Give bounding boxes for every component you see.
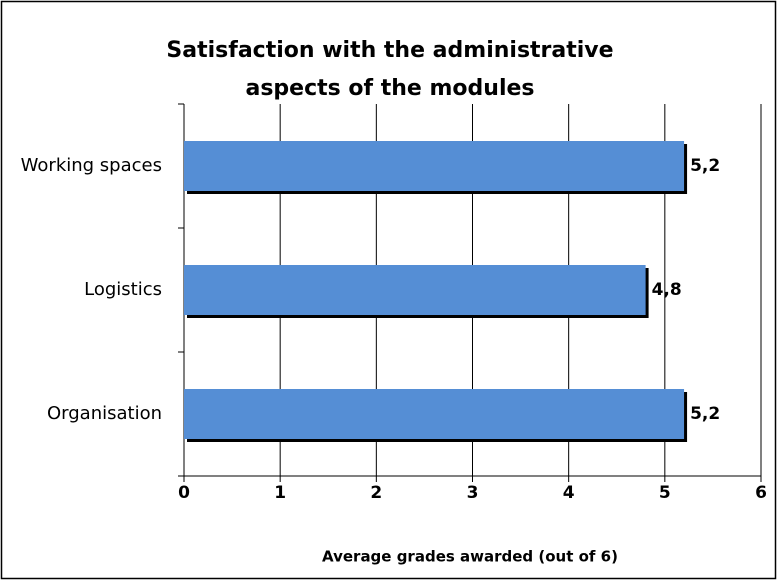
x-tick-label: 5 — [659, 483, 671, 503]
chart-title: Satisfaction with the administrative asp… — [166, 38, 614, 101]
y-tick-label: Organisation — [47, 403, 162, 424]
bar — [184, 265, 646, 315]
x-tick-label: 1 — [274, 483, 286, 503]
x-tick-label: 6 — [755, 483, 767, 503]
x-tick-label: 3 — [467, 483, 479, 503]
x-tick-label: 0 — [178, 483, 190, 503]
x-axis-label: Average grades awarded (out of 6) — [322, 548, 618, 566]
value-label: 5,2 — [690, 404, 720, 424]
y-tick-label: Logistics — [84, 279, 162, 300]
bar — [184, 141, 685, 191]
y-tick-label: Working spaces — [21, 155, 162, 176]
x-tick-label: 4 — [563, 483, 575, 503]
x-tick-label: 2 — [370, 483, 382, 503]
value-label: 4,8 — [652, 280, 682, 300]
bar — [184, 389, 685, 439]
value-label: 5,2 — [690, 156, 720, 176]
